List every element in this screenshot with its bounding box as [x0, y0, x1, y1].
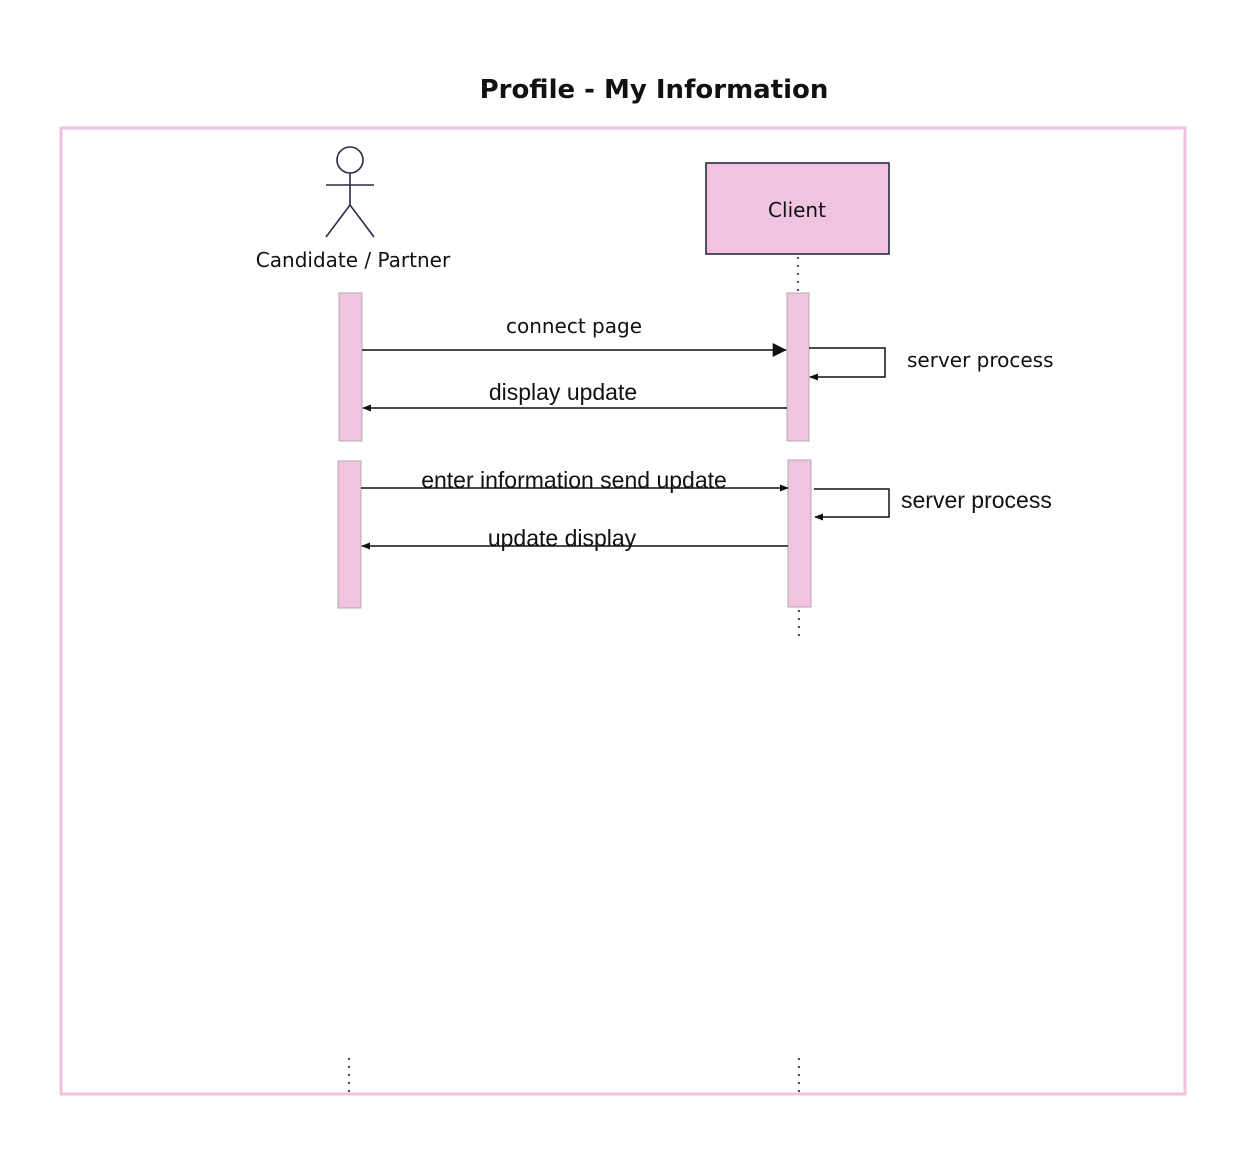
diagram-frame: [59, 126, 1187, 1096]
actor-label: Candidate / Partner: [256, 248, 451, 272]
client-participant-box: [705, 162, 890, 255]
client-activation-2: [787, 459, 812, 608]
diagram-title: Profile - My Information: [480, 75, 829, 105]
stick-figure-actor-icon: [325, 146, 375, 238]
client-label: Client: [768, 198, 826, 222]
actor-head: [336, 146, 364, 174]
self-message-label-server-process-1: server process: [907, 348, 1054, 372]
self-message-server-process-1: [809, 347, 886, 381]
actor-activation-1: [338, 292, 363, 442]
message-label-display-update: display update: [489, 379, 637, 405]
message-label-enter-information: enter information send update: [421, 467, 727, 493]
message-label-update-display: update display: [488, 525, 637, 551]
actor-activation-2: [337, 460, 362, 609]
self-message-label-server-process-2: server process: [901, 487, 1052, 513]
client-activation-1: [786, 292, 810, 442]
actor-left-leg: [325, 204, 351, 238]
self-message-server-process-2: [814, 488, 890, 521]
message-label-connect-page: connect page: [506, 314, 642, 338]
actor-right-leg: [349, 204, 375, 238]
